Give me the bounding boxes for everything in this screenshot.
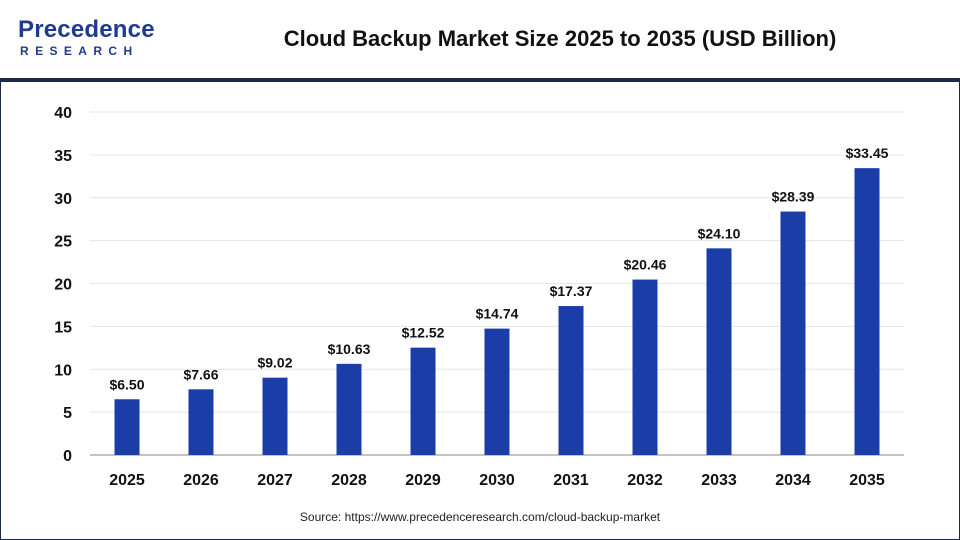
bar (484, 328, 510, 455)
data-label: $7.66 (183, 366, 218, 382)
bar (854, 168, 880, 455)
bar (632, 279, 658, 455)
bar (706, 248, 732, 455)
bar (558, 306, 584, 455)
bar (336, 363, 362, 455)
x-tick-label: 2025 (109, 472, 145, 489)
x-tick-label: 2034 (775, 472, 811, 489)
data-label: $12.52 (402, 325, 445, 341)
y-tick-label: 10 (54, 362, 72, 379)
logo-subtitle: RESEARCH (20, 44, 139, 58)
data-label: $14.74 (476, 306, 519, 322)
chart-title: Cloud Backup Market Size 2025 to 2035 (U… (283, 26, 837, 51)
x-tick-label: 2035 (849, 472, 885, 489)
bar (262, 377, 288, 455)
x-tick-label: 2030 (479, 472, 515, 489)
y-tick-label: 40 (54, 105, 72, 122)
bar (410, 347, 436, 455)
data-label: $24.10 (698, 225, 741, 241)
source-note: Source: https://www.precedenceresearch.c… (299, 510, 661, 524)
data-label: $20.46 (624, 257, 667, 273)
bar (188, 389, 214, 455)
x-tick-label: 2027 (257, 472, 293, 489)
data-label: $9.02 (257, 355, 292, 371)
y-tick-label: 0 (63, 448, 72, 465)
x-tick-label: 2029 (405, 472, 441, 489)
bar (780, 211, 806, 455)
bar (114, 399, 140, 455)
y-tick-label: 25 (54, 234, 72, 251)
data-label: $33.45 (846, 145, 889, 161)
x-tick-label: 2031 (553, 472, 589, 489)
y-tick-label: 5 (63, 405, 72, 422)
data-label: $17.37 (550, 283, 593, 299)
brand-logo: Precedence RESEARCH (18, 14, 158, 62)
header: Precedence RESEARCH Cloud Backup Market … (0, 0, 960, 82)
x-tick-label: 2026 (183, 472, 219, 489)
y-tick-label: 30 (54, 191, 72, 208)
x-tick-label: 2028 (331, 472, 367, 489)
x-tick-label: 2032 (627, 472, 663, 489)
header-divider (0, 78, 960, 82)
bar-chart: 0510152025303540$6.502025$7.662026$9.022… (54, 105, 904, 489)
logo-wordmark: Precedence (18, 16, 155, 43)
data-label: $10.63 (328, 341, 371, 357)
y-tick-label: 15 (54, 319, 72, 336)
data-label: $28.39 (772, 189, 815, 205)
data-label: $6.50 (109, 376, 144, 392)
x-tick-label: 2033 (701, 472, 737, 489)
y-tick-label: 35 (54, 148, 72, 165)
y-tick-label: 20 (54, 277, 72, 294)
